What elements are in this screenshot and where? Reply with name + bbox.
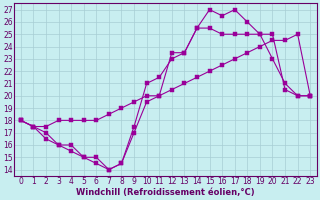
X-axis label: Windchill (Refroidissement éolien,°C): Windchill (Refroidissement éolien,°C) xyxy=(76,188,255,197)
